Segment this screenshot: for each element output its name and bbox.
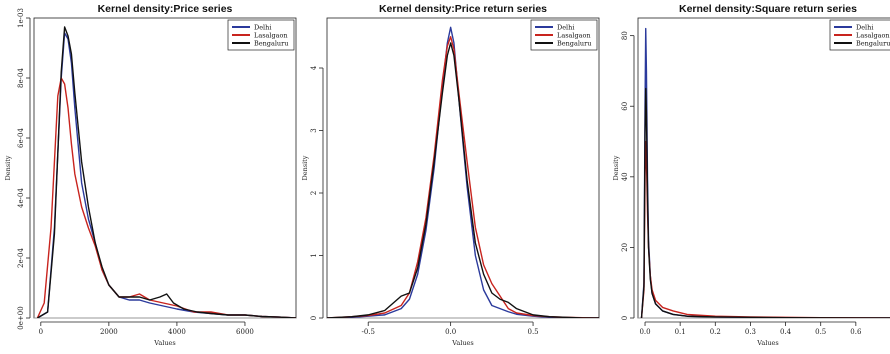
y-tick-label: 2 [310, 191, 318, 195]
y-tick-label: 6e-04 [17, 128, 25, 148]
y-axis-label: Density [612, 155, 620, 180]
y-axis-label: Density [301, 155, 309, 180]
series-group [640, 27, 890, 318]
series-line-bengaluru [37, 26, 296, 318]
x-tick-label: 0.0 [639, 328, 650, 336]
series-group [327, 26, 599, 318]
x-tick-label: 0.2 [710, 328, 721, 336]
panel-2: Kernel density:Price return series -0.5 0.… [301, 3, 600, 347]
panel-3: Kernel density:Square return series 0.0 0.… [612, 3, 890, 347]
series-group [36, 26, 296, 318]
x-tick-label: 0.5 [527, 328, 538, 336]
y-tick-label: 3 [310, 128, 318, 132]
y-axis-label: Density [4, 155, 12, 180]
legend-label: Bengaluru [856, 39, 890, 47]
x-tick-label: 0.4 [780, 328, 792, 336]
x-axis-label: Values [756, 339, 778, 347]
series-line-lasalgaon [36, 77, 296, 318]
x-tick-label: 0.6 [850, 328, 862, 336]
plot-frame [637, 17, 890, 319]
y-tick-label: 1 [310, 253, 318, 257]
x-axis-label: Values [451, 339, 473, 347]
x-tick-label: 6000 [236, 328, 254, 336]
panel-1: Kernel density:Price series 0 2000 4000 6000… [4, 3, 297, 347]
y-tick-label: 60 [621, 102, 629, 111]
x-tick-label: 4000 [168, 328, 186, 336]
legend-label: Delhi [254, 23, 271, 31]
x-tick-label: 0 [39, 328, 43, 336]
y-tick-label: 20 [621, 243, 629, 252]
x-tick-label: 2000 [100, 328, 118, 336]
y-tick-label: 4e-04 [17, 188, 25, 208]
legend-label: Delhi [557, 23, 574, 31]
x-tick-label: -0.5 [361, 328, 375, 336]
legend-label: Bengaluru [254, 39, 288, 47]
plot-frame [33, 17, 297, 319]
x-tick-label: 0.3 [745, 328, 756, 336]
x-tick-label: 0.5 [815, 328, 826, 336]
series-line-bengaluru [640, 87, 890, 318]
chart-title: Kernel density:Price return series [379, 3, 547, 15]
y-tick-label: 0e+00 [17, 306, 25, 329]
series-line-bengaluru [327, 42, 599, 318]
chart-title: Kernel density:Square return series [679, 3, 857, 15]
x-tick-label: 0.0 [445, 328, 456, 336]
series-line-delhi [640, 27, 890, 318]
x-axis-label: Values [153, 339, 175, 347]
legend-label: Bengaluru [557, 39, 591, 47]
x-tick-label: 0.1 [675, 328, 686, 336]
legend-label: Lasalgaon [557, 31, 591, 39]
y-tick-label: 0 [621, 316, 629, 320]
chart-title: Kernel density:Price series [98, 3, 233, 15]
y-tick-label: 8e-04 [17, 68, 25, 88]
plot-frame [326, 17, 600, 319]
legend-label: Lasalgaon [856, 31, 890, 39]
series-line-lasalgaon [327, 36, 599, 318]
y-tick-label: 2e-04 [17, 248, 25, 268]
y-tick-label: 40 [621, 172, 629, 181]
series-line-delhi [327, 26, 599, 318]
legend-label: Delhi [856, 23, 873, 31]
series-line-lasalgaon [640, 140, 890, 318]
legend-label: Lasalgaon [254, 31, 288, 39]
series-line-delhi [37, 32, 296, 318]
y-tick-label: 1e-03 [17, 8, 25, 28]
y-tick-label: 4 [310, 65, 318, 70]
y-tick-label: 80 [621, 31, 629, 40]
y-tick-label: 0 [310, 316, 318, 320]
